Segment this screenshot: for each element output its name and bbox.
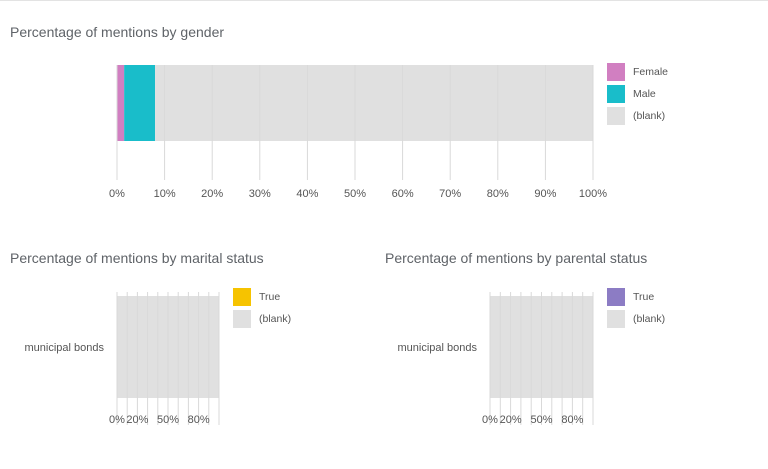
x-tick-label-0: 80%: [487, 188, 509, 200]
x-tick-label-0: 20%: [201, 188, 223, 200]
legend-swatch-2-1: [607, 310, 625, 328]
x-tick-label-1: 50%: [157, 414, 179, 426]
legend-swatch-2-0: [607, 288, 625, 306]
bar-segment-0-2: [155, 65, 593, 141]
legend-label-0-1: Male: [633, 88, 656, 100]
bar-segment-0-1: [124, 65, 156, 141]
x-tick-label-2: 50%: [530, 414, 552, 426]
legend-swatch-1-0: [233, 288, 251, 306]
x-tick-label-1: 80%: [188, 414, 210, 426]
legend-label-2-0: True: [633, 291, 654, 303]
x-tick-label-1: 0%: [109, 414, 125, 426]
legend-swatch-0-0: [607, 63, 625, 81]
gender-chart-title: Percentage of mentions by gender: [10, 24, 225, 40]
x-tick-label-2: 0%: [482, 414, 498, 426]
bar-segment-0-0: [117, 65, 125, 141]
marital-chart-title: Percentage of mentions by marital status: [10, 250, 264, 266]
x-tick-label-0: 10%: [154, 188, 176, 200]
legend-label-1-0: True: [259, 291, 280, 303]
x-tick-label-1: 20%: [126, 414, 148, 426]
x-tick-label-0: 30%: [249, 188, 271, 200]
legend-label-0-2: (blank): [633, 110, 665, 122]
x-tick-label-0: 90%: [534, 188, 556, 200]
x-tick-label-0: 70%: [439, 188, 461, 200]
legend-label-2-1: (blank): [633, 313, 665, 325]
x-tick-label-2: 20%: [500, 414, 522, 426]
x-tick-label-0: 100%: [579, 188, 607, 200]
legend-label-0-0: Female: [633, 66, 668, 78]
top-divider: [0, 0, 768, 1]
category-label-2: municipal bonds: [398, 342, 478, 354]
x-tick-label-0: 0%: [109, 188, 125, 200]
legend-swatch-0-1: [607, 85, 625, 103]
legend-swatch-0-2: [607, 107, 625, 125]
legend-swatch-1-1: [233, 310, 251, 328]
category-label-1: municipal bonds: [25, 342, 105, 354]
x-tick-label-0: 40%: [296, 188, 318, 200]
legend-label-1-1: (blank): [259, 313, 291, 325]
parental-chart-title: Percentage of mentions by parental statu…: [385, 250, 648, 266]
x-tick-label-0: 50%: [344, 188, 366, 200]
x-tick-label-2: 80%: [561, 414, 583, 426]
x-tick-label-0: 60%: [392, 188, 414, 200]
